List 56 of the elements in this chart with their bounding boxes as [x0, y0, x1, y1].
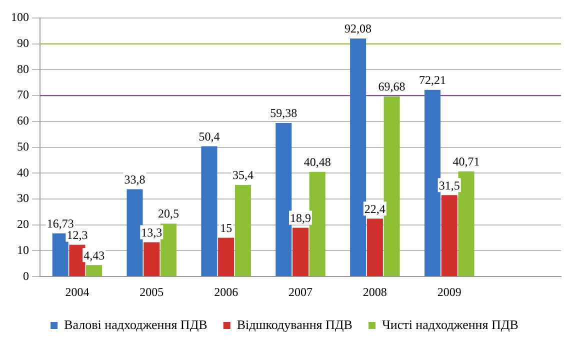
bar [366, 218, 383, 276]
x-tick-label: 2007 [288, 284, 312, 299]
bar [144, 242, 160, 276]
data-label: 15 [220, 220, 232, 235]
bar [292, 228, 309, 276]
x-tick-label: 2004 [65, 284, 90, 299]
bar [126, 189, 143, 276]
bar [86, 265, 102, 276]
y-tick-label: 100 [11, 10, 29, 24]
x-tick-label: 2008 [362, 284, 387, 299]
data-label: 20,5 [158, 206, 180, 221]
x-tick-label: 2009 [437, 284, 462, 299]
data-label: 18,9 [290, 210, 311, 225]
bar [441, 195, 458, 276]
bar [234, 185, 251, 276]
bar [160, 224, 177, 276]
y-tick-label: 10 [17, 242, 29, 257]
x-tick-label: 2005 [140, 284, 164, 299]
y-tick-label: 40 [17, 165, 29, 180]
y-tick-label: 20 [17, 217, 29, 232]
data-label: 12,3 [66, 228, 88, 242]
bar [350, 38, 366, 276]
data-label: 16,73 [46, 216, 74, 230]
bar [276, 123, 292, 276]
bar [309, 172, 326, 276]
data-label: 22,4 [364, 202, 386, 216]
bar [218, 238, 234, 276]
data-label: 50,4 [198, 129, 220, 144]
y-tick-label: 90 [17, 36, 29, 50]
y-tick-label: 60 [17, 114, 29, 128]
y-tick-label: 0 [23, 268, 29, 283]
data-label: 59,38 [270, 106, 298, 120]
bar [69, 244, 86, 276]
legend-label: Чисті надходження ПДВ [382, 316, 519, 332]
data-label: 4,43 [84, 248, 105, 262]
data-label: 35,4 [232, 168, 254, 182]
data-label: 13,3 [141, 225, 162, 240]
data-label: 31,5 [438, 178, 460, 192]
legend-label: Відшкодування ПДВ [236, 316, 353, 332]
bar [52, 233, 68, 276]
bar [384, 96, 400, 276]
data-label: 72,21 [418, 73, 446, 88]
x-tick-label: 2006 [214, 284, 238, 299]
data-label: 92,08 [344, 22, 372, 36]
data-label: 40,71 [452, 154, 480, 168]
data-label: 40,48 [304, 155, 331, 170]
bar [201, 146, 218, 276]
y-tick-label: 70 [17, 88, 29, 102]
y-tick-label: 80 [17, 62, 29, 76]
data-label: 33,8 [124, 172, 146, 186]
y-tick-label: 30 [17, 191, 29, 206]
legend-label: Валові надходження ПДВ [64, 316, 208, 332]
bar [458, 171, 474, 276]
data-label: 69,68 [378, 80, 406, 94]
y-tick-label: 50 [17, 139, 29, 154]
bar [424, 90, 440, 276]
